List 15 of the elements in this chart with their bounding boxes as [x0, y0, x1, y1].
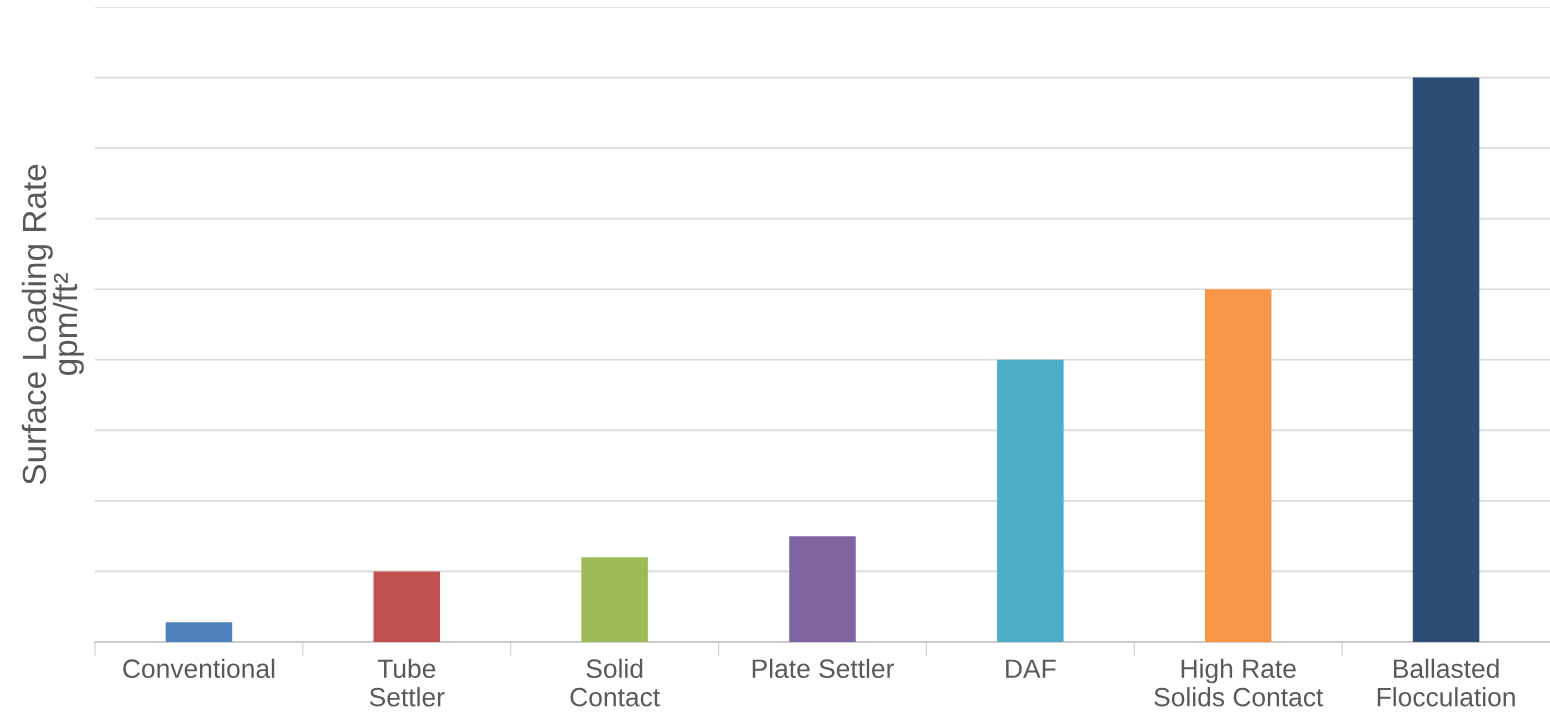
x-tick-label: Solid Contact	[570, 658, 660, 707]
x-tick-label: Tube Settler	[369, 658, 445, 707]
x-tick-label: High Rate Solids Contact	[1154, 658, 1324, 707]
bar	[581, 557, 648, 642]
x-tick-label: Plate Settler	[752, 658, 894, 679]
bar	[1412, 77, 1480, 642]
bar	[165, 622, 233, 642]
bar	[373, 571, 441, 642]
bar	[789, 536, 856, 642]
x-tick-label: Ballasted Flocculation	[1377, 658, 1515, 707]
bar	[997, 359, 1064, 642]
bar	[1204, 289, 1272, 642]
y-axis-title: Surface Loading Rate gpm/ft²	[21, 164, 84, 485]
x-tick-label: DAF	[1006, 659, 1056, 678]
x-tick-label: Conventional	[123, 658, 275, 679]
